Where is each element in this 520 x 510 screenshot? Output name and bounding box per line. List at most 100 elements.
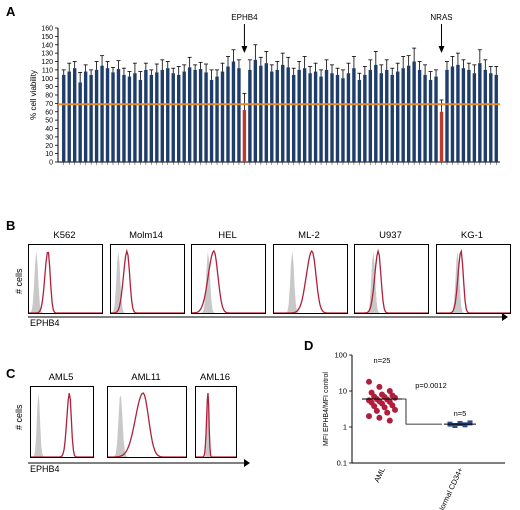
aml-point — [366, 413, 372, 420]
aml-point — [386, 388, 393, 394]
bar — [78, 82, 82, 162]
bar — [204, 72, 208, 162]
bar — [198, 69, 203, 162]
bar — [253, 59, 258, 163]
control-histogram — [196, 393, 236, 457]
histogram-plot — [191, 244, 266, 314]
bar — [423, 74, 427, 162]
histogram-svg — [196, 392, 236, 457]
control-histogram — [110, 251, 184, 313]
bar — [396, 71, 400, 162]
aml-point — [371, 403, 378, 410]
bar — [286, 67, 290, 162]
bar — [450, 66, 455, 162]
histogram-title: AML16 — [199, 372, 231, 383]
p-value: p=0.0012 — [415, 381, 447, 390]
ephb4-histogram — [196, 392, 236, 457]
bar — [133, 73, 137, 162]
ephb4-histogram — [436, 248, 510, 313]
control-histogram — [436, 251, 510, 313]
histogram-svg — [192, 249, 265, 313]
bar — [220, 71, 225, 162]
normal-point — [452, 423, 458, 429]
cell-line-histograms: K562 Molm14 HEL ML-2 U937 KG-1 — [0, 230, 520, 330]
control-histogram — [273, 251, 347, 313]
histogram-title: AML5 — [48, 372, 74, 383]
histogram-svg — [108, 392, 186, 457]
bar — [144, 69, 148, 162]
histogram-title: ML-2 — [298, 230, 320, 241]
bar — [401, 68, 405, 162]
aml-point — [366, 378, 372, 385]
normal-point — [457, 421, 463, 427]
y-tick-label: 60 — [45, 109, 53, 116]
y-axis-label: % cell viability — [29, 70, 38, 120]
histogram-plot — [28, 244, 103, 314]
panel-b-x-arrow — [28, 313, 508, 321]
patient-histograms: AML5 AML11 AML16 — [0, 372, 300, 472]
bar — [72, 68, 77, 162]
bar — [428, 79, 433, 162]
mfi-scatter-plot: 0.1 1 10 100 MFI EPHB4/MFI control n=25 n=5 p=0… — [323, 351, 505, 510]
histogram-plot — [435, 244, 511, 314]
y-tick-label: 160 — [41, 26, 53, 33]
y-tick-label: 80 — [45, 93, 53, 100]
y-tick-label: 40 — [45, 126, 53, 133]
bar — [171, 73, 175, 162]
aml-point — [386, 417, 393, 424]
bar — [439, 111, 444, 162]
significance-bracket — [402, 398, 442, 425]
histogram-plot — [354, 244, 429, 314]
aml-point — [392, 406, 398, 413]
panel-c-letter: C — [6, 366, 16, 381]
y-tick-label: 130 — [41, 51, 53, 58]
y-tick-label: 100 — [334, 351, 347, 360]
bar — [270, 71, 274, 162]
y-tick-label: 150 — [41, 34, 53, 41]
annotation-label: EPHB4 — [231, 13, 258, 22]
panel-c-xlabel: EPHB4 — [30, 464, 60, 474]
histogram-title: HEL — [218, 230, 237, 241]
bar — [226, 66, 230, 162]
panel-b-letter: B — [6, 218, 16, 233]
normal-point — [462, 422, 468, 428]
bar — [324, 69, 329, 162]
aml-point — [384, 409, 391, 416]
histogram-plot — [30, 386, 94, 458]
ephb4-histogram — [192, 249, 265, 313]
bar — [412, 61, 416, 162]
panel-a-letter: A — [6, 4, 16, 19]
bar — [127, 76, 132, 162]
aml-point — [376, 383, 383, 390]
bar — [335, 74, 340, 162]
histogram-title: U937 — [379, 230, 402, 241]
histogram-plot — [109, 244, 185, 314]
histogram-svg — [31, 393, 93, 457]
y-tick-label: 0.1 — [337, 459, 347, 468]
bar — [111, 72, 115, 162]
aml-point — [373, 407, 380, 414]
bar — [155, 72, 159, 162]
bar — [94, 69, 99, 162]
bar — [368, 69, 373, 162]
bar — [472, 73, 477, 162]
bar — [275, 69, 279, 162]
bar — [379, 73, 383, 162]
histogram-svg — [110, 248, 184, 313]
annotation-arrowhead — [241, 46, 248, 53]
bar — [352, 68, 356, 162]
bar — [67, 71, 71, 162]
panel-c-x-arrow — [28, 459, 250, 467]
histogram-plot — [107, 386, 187, 458]
aml-point — [381, 404, 388, 411]
ephb4-histogram — [108, 392, 186, 457]
y-tick-label: 30 — [45, 134, 53, 141]
histogram-plot — [195, 386, 237, 458]
annotation-arrowhead — [438, 46, 445, 53]
y-tick-label: 20 — [45, 143, 53, 150]
bar — [291, 74, 296, 162]
bar — [242, 110, 247, 162]
bar — [417, 69, 422, 162]
bar — [215, 76, 219, 162]
